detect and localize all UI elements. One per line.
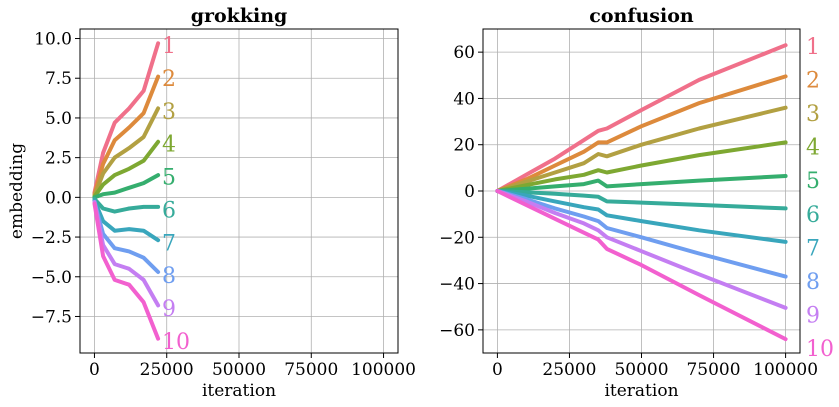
y-tick-label: 40 — [453, 89, 475, 109]
y-axis-label: embedding — [7, 143, 27, 239]
series-line-2 — [495, 74, 788, 193]
y-tick-label: 2.5 — [45, 149, 72, 169]
x-tick-label: 75000 — [686, 360, 740, 380]
series-end-label: 8 — [162, 264, 176, 289]
series-end-label: 10 — [806, 337, 834, 362]
series-end-label: 9 — [806, 303, 820, 328]
series-line-3 — [92, 106, 161, 198]
x-tick-label: 25000 — [542, 360, 596, 380]
series-line-6 — [495, 189, 788, 211]
series-end-label: 3 — [162, 100, 176, 125]
series-end-label: 6 — [806, 203, 820, 228]
series-line-5 — [92, 173, 161, 200]
y-tick-label: −2.5 — [31, 228, 72, 248]
series-line-2 — [92, 74, 161, 197]
y-tick-label: 7.5 — [45, 69, 72, 89]
series-end-label: 9 — [162, 297, 176, 322]
series-line-5 — [495, 174, 788, 193]
grokking-panel: 1 2 3 4 5 6 7 8 9 10 0 25000 50000 75000 100000 −7.5 −5.… — [7, 5, 416, 401]
series-end-label: 5 — [806, 169, 820, 194]
x-tick-label: 75000 — [284, 360, 338, 380]
series-end-label: 4 — [806, 136, 820, 161]
confusion-panel: 1 2 3 4 5 6 7 8 9 10 0 25000 50000 75000 100000 −60 −40 −… — [439, 5, 834, 401]
series-line-7 — [92, 198, 161, 243]
x-tick-label: 0 — [89, 360, 100, 380]
series-end-label: 6 — [162, 198, 176, 223]
chart-title: confusion — [589, 5, 694, 27]
x-axis-label: iteration — [604, 381, 678, 401]
series-line-10 — [495, 189, 788, 342]
y-tick-label: 0.0 — [45, 188, 72, 208]
series-end-label: 5 — [162, 166, 176, 191]
x-axis-label: iteration — [202, 381, 276, 401]
series-end-label: 10 — [162, 330, 190, 355]
series-end-label: 8 — [806, 270, 820, 295]
y-tick-label: −20 — [439, 228, 475, 248]
series-line-1 — [92, 41, 161, 195]
series-line-7 — [495, 189, 788, 244]
chart-title: grokking — [191, 5, 288, 27]
series-line-4 — [495, 140, 788, 193]
series-line-10 — [92, 201, 161, 341]
x-tick-label: 25000 — [140, 360, 194, 380]
series-line-4 — [92, 139, 161, 199]
y-tick-label: 5.0 — [45, 109, 72, 129]
x-tick-label: 0 — [492, 360, 503, 380]
series-line-3 — [495, 105, 788, 193]
series-end-label: 7 — [162, 231, 176, 256]
series-end-label: 7 — [806, 236, 820, 261]
y-tick-label: −40 — [439, 275, 475, 295]
x-tick-label: 50000 — [212, 360, 266, 380]
x-tick-label: 50000 — [614, 360, 668, 380]
y-tick-label: 10.0 — [34, 30, 72, 50]
series-end-label: 1 — [806, 35, 820, 60]
series-end-label: 2 — [806, 69, 820, 94]
y-tick-label: −7.5 — [31, 307, 72, 327]
series-line-9 — [495, 189, 788, 310]
y-tick-label: 0 — [464, 182, 475, 202]
x-tick-label: 100000 — [753, 360, 818, 380]
series-line-1 — [495, 43, 788, 193]
x-tick-label: 100000 — [351, 360, 416, 380]
series-end-label: 4 — [162, 133, 176, 158]
series-line-6 — [92, 196, 161, 214]
series-end-label: 2 — [162, 67, 176, 92]
y-tick-label: −5.0 — [31, 268, 72, 288]
y-tick-label: 20 — [453, 136, 475, 156]
y-tick-label: −60 — [439, 321, 475, 341]
series-end-label: 1 — [162, 34, 176, 59]
y-tick-label: 60 — [453, 43, 475, 63]
series-line-8 — [495, 189, 788, 279]
series-end-label: 3 — [806, 102, 820, 127]
